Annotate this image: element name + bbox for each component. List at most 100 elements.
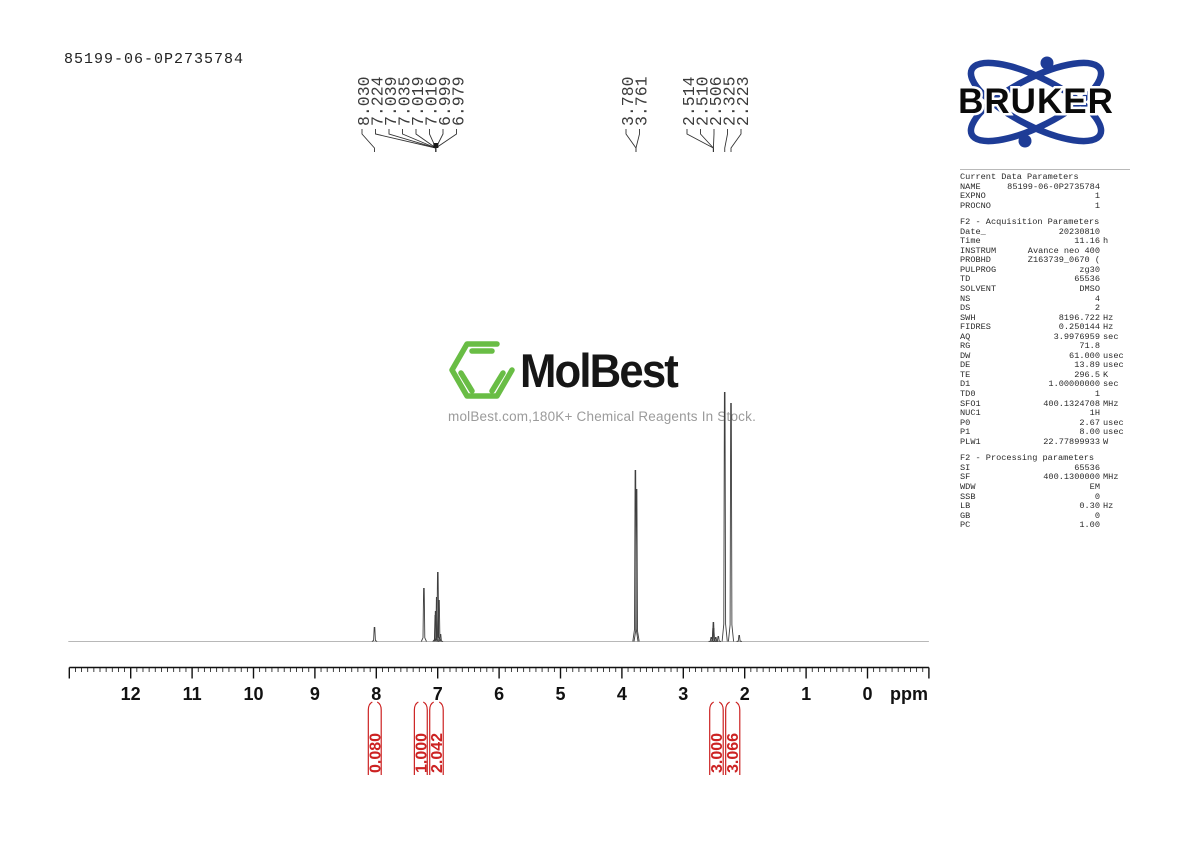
parameter-row: SOLVENT DMSO bbox=[960, 284, 1130, 295]
peak-label-connector bbox=[724, 129, 728, 152]
peak-label-connector bbox=[435, 129, 444, 152]
parameter-label: SI bbox=[960, 462, 971, 473]
nmr-peak bbox=[633, 489, 640, 642]
bruker-logo: BRUKER bbox=[950, 55, 1122, 155]
parameter-row: Current Data Parameters bbox=[960, 172, 1130, 183]
peak-shift-label: 8.030 bbox=[355, 76, 374, 126]
parameter-value: 3.9976959 bbox=[1053, 331, 1100, 342]
parameter-label: F2 - Processing parameters bbox=[960, 453, 1095, 464]
parameter-value: 8.00 bbox=[1079, 427, 1100, 438]
parameter-label: DW bbox=[960, 350, 971, 361]
peak-label-connector bbox=[625, 129, 637, 152]
parameter-value: 1.00 bbox=[1079, 520, 1100, 531]
nmr-peak bbox=[434, 572, 441, 642]
parameter-label: RG bbox=[960, 341, 971, 352]
parameter-value: 85199-06-0P2735784 bbox=[1007, 181, 1100, 192]
parameter-label: SSB bbox=[960, 491, 976, 502]
axis-tick-label: 1 bbox=[801, 684, 811, 704]
parameter-value: 1.00000000 bbox=[1048, 379, 1100, 390]
peak-label-connector bbox=[635, 129, 640, 152]
parameter-value: EM bbox=[1089, 481, 1100, 492]
nmr-peak bbox=[371, 627, 378, 642]
nmr-peak bbox=[736, 635, 742, 642]
peak-shift-label: 3.780 bbox=[619, 76, 638, 126]
parameter-row: TD 65536 bbox=[960, 275, 1130, 285]
peak-label-connector bbox=[435, 129, 457, 152]
parameter-value: 11.16 bbox=[1074, 236, 1100, 247]
parameter-value: 20230810 bbox=[1058, 226, 1100, 237]
parameter-label: SOLVENT bbox=[960, 284, 997, 295]
axis-tick-label: 0 bbox=[862, 684, 872, 704]
parameter-label: DE bbox=[960, 360, 971, 371]
nmr-peak bbox=[727, 403, 735, 642]
bruker-orbit-icon bbox=[967, 59, 1105, 145]
axis-unit-label: ppm bbox=[890, 684, 928, 704]
integral-bracket bbox=[718, 701, 724, 775]
parameter-value: 296.5 bbox=[1074, 369, 1100, 380]
parameter-value: 2.67 bbox=[1079, 417, 1100, 428]
parameter-label: INSTRUM bbox=[960, 245, 997, 256]
parameter-label: PLW1 bbox=[960, 436, 981, 447]
peak-label-connector bbox=[712, 129, 715, 152]
parameter-row: Date_ 20230810 bbox=[960, 226, 1130, 238]
parameter-label: GB bbox=[960, 510, 971, 521]
parameter-label: Current Data Parameters bbox=[960, 172, 1079, 182]
parameter-unit: MHz bbox=[1103, 472, 1119, 483]
parameter-value: DMSO bbox=[1079, 284, 1100, 295]
axis-tick-label: 8 bbox=[371, 684, 381, 704]
parameter-value: 61.000 bbox=[1069, 350, 1100, 361]
parameter-value: 1H bbox=[1089, 408, 1100, 419]
parameter-unit: MHz bbox=[1103, 398, 1119, 409]
parameter-unit: Hz bbox=[1103, 312, 1114, 323]
parameter-value: 8196.722 bbox=[1058, 312, 1100, 323]
parameter-unit: sec bbox=[1103, 379, 1119, 390]
parameter-row: DS 2 bbox=[960, 304, 1130, 314]
parameter-value: 13.89 bbox=[1074, 360, 1100, 371]
parameter-value: 400.1300000 bbox=[1043, 472, 1100, 483]
axis-tick-label: 4 bbox=[617, 684, 627, 704]
parameter-label: DS bbox=[960, 303, 971, 314]
parameter-value: 0 bbox=[1094, 510, 1100, 521]
peak-shift-label: 6.979 bbox=[450, 76, 469, 126]
peak-shift-label: 7.019 bbox=[409, 76, 428, 126]
axis-tick-label: 3 bbox=[678, 684, 688, 704]
integral-bracket bbox=[709, 701, 715, 775]
parameter-label: AQ bbox=[960, 331, 971, 342]
integral-bracket bbox=[725, 701, 730, 775]
parameter-row: PROBHD Z163739_0670 ( bbox=[960, 256, 1130, 266]
parameter-label: TD bbox=[960, 274, 971, 285]
parameter-row: NUC1 1H bbox=[960, 409, 1130, 419]
parameter-row: PROCNO 1 bbox=[960, 201, 1130, 212]
parameter-row: SF 400.1300000 MHz bbox=[960, 473, 1130, 483]
parameter-unit: usec bbox=[1103, 350, 1124, 361]
integral-value: 0.080 bbox=[367, 733, 384, 773]
parameter-row: EXPNO 1 bbox=[960, 192, 1130, 202]
parameter-row: PULPROG zg30 bbox=[960, 265, 1130, 276]
nmr-peak bbox=[432, 611, 439, 642]
parameter-row: DW 61.000 usec bbox=[960, 350, 1130, 362]
parameter-row: RG 71.8 bbox=[960, 342, 1130, 352]
peak-shift-label: 7.035 bbox=[396, 76, 415, 126]
parameter-label: F2 - Acquisition Parameters bbox=[960, 217, 1100, 228]
integral-value: 3.000 bbox=[709, 733, 726, 773]
bruker-orbit-icon bbox=[967, 59, 1105, 145]
parameter-value: 1 bbox=[1094, 191, 1100, 202]
parameter-row: Time 11.16 h bbox=[960, 237, 1130, 247]
parameter-row: PLW1 22.77899933 W bbox=[960, 436, 1130, 448]
parameter-value: 71.8 bbox=[1079, 341, 1100, 352]
bruker-wordmark: BRUKER bbox=[958, 82, 1114, 121]
parameter-row: F2 - Processing parameters bbox=[960, 454, 1130, 464]
parameter-row: INSTRUM Avance neo 400 bbox=[960, 245, 1130, 257]
peak-label-connector bbox=[429, 129, 437, 152]
molbest-hexagon-icon bbox=[449, 341, 515, 399]
axis-tick-label: 2 bbox=[740, 684, 750, 704]
parameter-label: D1 bbox=[960, 379, 971, 390]
peak-shift-label: 2.514 bbox=[680, 76, 699, 126]
parameter-unit: h bbox=[1103, 236, 1109, 247]
parameter-row: WDW EM bbox=[960, 481, 1130, 493]
parameter-label: TE bbox=[960, 369, 971, 380]
parameter-row: PC 1.00 bbox=[960, 521, 1130, 531]
parameter-label: EXPNO bbox=[960, 191, 986, 202]
